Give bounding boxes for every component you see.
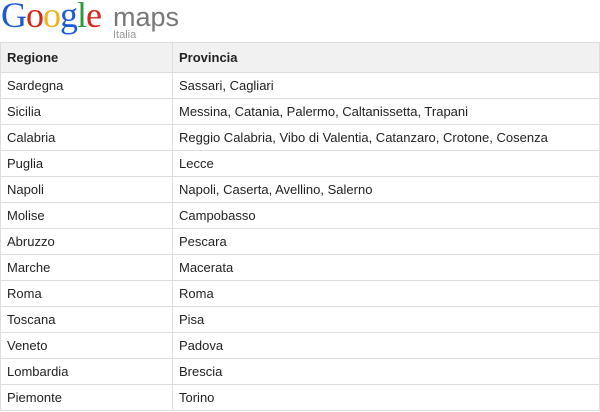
table-row: Puglia Lecce	[0, 150, 600, 177]
table-cell: Reggio Calabria, Vibo di Valentia, Catan…	[172, 124, 600, 151]
table-cell: Veneto	[0, 332, 173, 359]
table-row: Toscana Pisa	[0, 306, 600, 333]
table-row: Napoli Napoli, Caserta, Avellino, Salerno	[0, 176, 600, 203]
table-cell: Napoli, Caserta, Avellino, Salerno	[172, 176, 600, 203]
table-cell: Toscana	[0, 306, 173, 333]
table-row: Roma Roma	[0, 280, 600, 307]
table-body: Sardegna Sassari, Cagliari Sicilia Messina,…	[0, 72, 600, 411]
table-cell: Lombardia	[0, 358, 173, 385]
table-row: Sardegna Sassari, Cagliari	[0, 72, 600, 99]
table-cell: Messina, Catania, Palermo, Caltanissetta…	[172, 98, 600, 125]
table-cell: Calabria	[0, 124, 173, 151]
table-cell: Sassari, Cagliari	[172, 72, 600, 99]
table-cell: Brescia	[172, 358, 600, 385]
column-header: Provincia	[172, 42, 600, 73]
table-cell: Sicilia	[0, 98, 173, 125]
product: maps	[113, 2, 180, 32]
table-row: Marche Macerata	[0, 254, 600, 281]
table-row: Lombardia Brescia	[0, 358, 600, 385]
table-row: Molise Campobasso	[0, 202, 600, 229]
region: Italia	[113, 29, 137, 41]
table-cell: Campobasso	[172, 202, 600, 229]
table-cell: Abruzzo	[0, 228, 173, 255]
table-cell: Padova	[172, 332, 600, 359]
table-cell: Puglia	[0, 150, 173, 177]
table-row: Calabria Reggio Calabria, Vibo di Valenti…	[0, 124, 600, 151]
table-cell: Roma	[172, 280, 600, 307]
header-row: Regione Provincia	[0, 42, 600, 73]
table-cell: Napoli	[0, 176, 173, 203]
table-row: Piemonte Torino	[0, 384, 600, 411]
table-cell: Sardegna	[0, 72, 173, 99]
table-row: Abruzzo Pescara	[0, 228, 600, 255]
table-cell: Molise	[0, 202, 173, 229]
column-header: Regione	[0, 42, 173, 73]
table-cell: Torino	[172, 384, 600, 411]
table-cell: Piemonte	[0, 384, 173, 411]
table-row: Veneto Padova	[0, 332, 600, 359]
table-cell: Roma	[0, 280, 173, 307]
table-cell: Marche	[0, 254, 173, 281]
table-cell: Pescara	[172, 228, 600, 255]
table: Regione Provincia Sardegna Sassari, Caglia…	[0, 42, 600, 411]
table-row: Sicilia Messina, Catania, Palermo, Caltan…	[0, 98, 600, 125]
table-cell: Macerata	[172, 254, 600, 281]
logo[interactable]: Google maps Italia	[0, 0, 600, 42]
table-cell: Lecce	[172, 150, 600, 177]
brand: Google	[1, 0, 102, 35]
table-cell: Pisa	[172, 306, 600, 333]
